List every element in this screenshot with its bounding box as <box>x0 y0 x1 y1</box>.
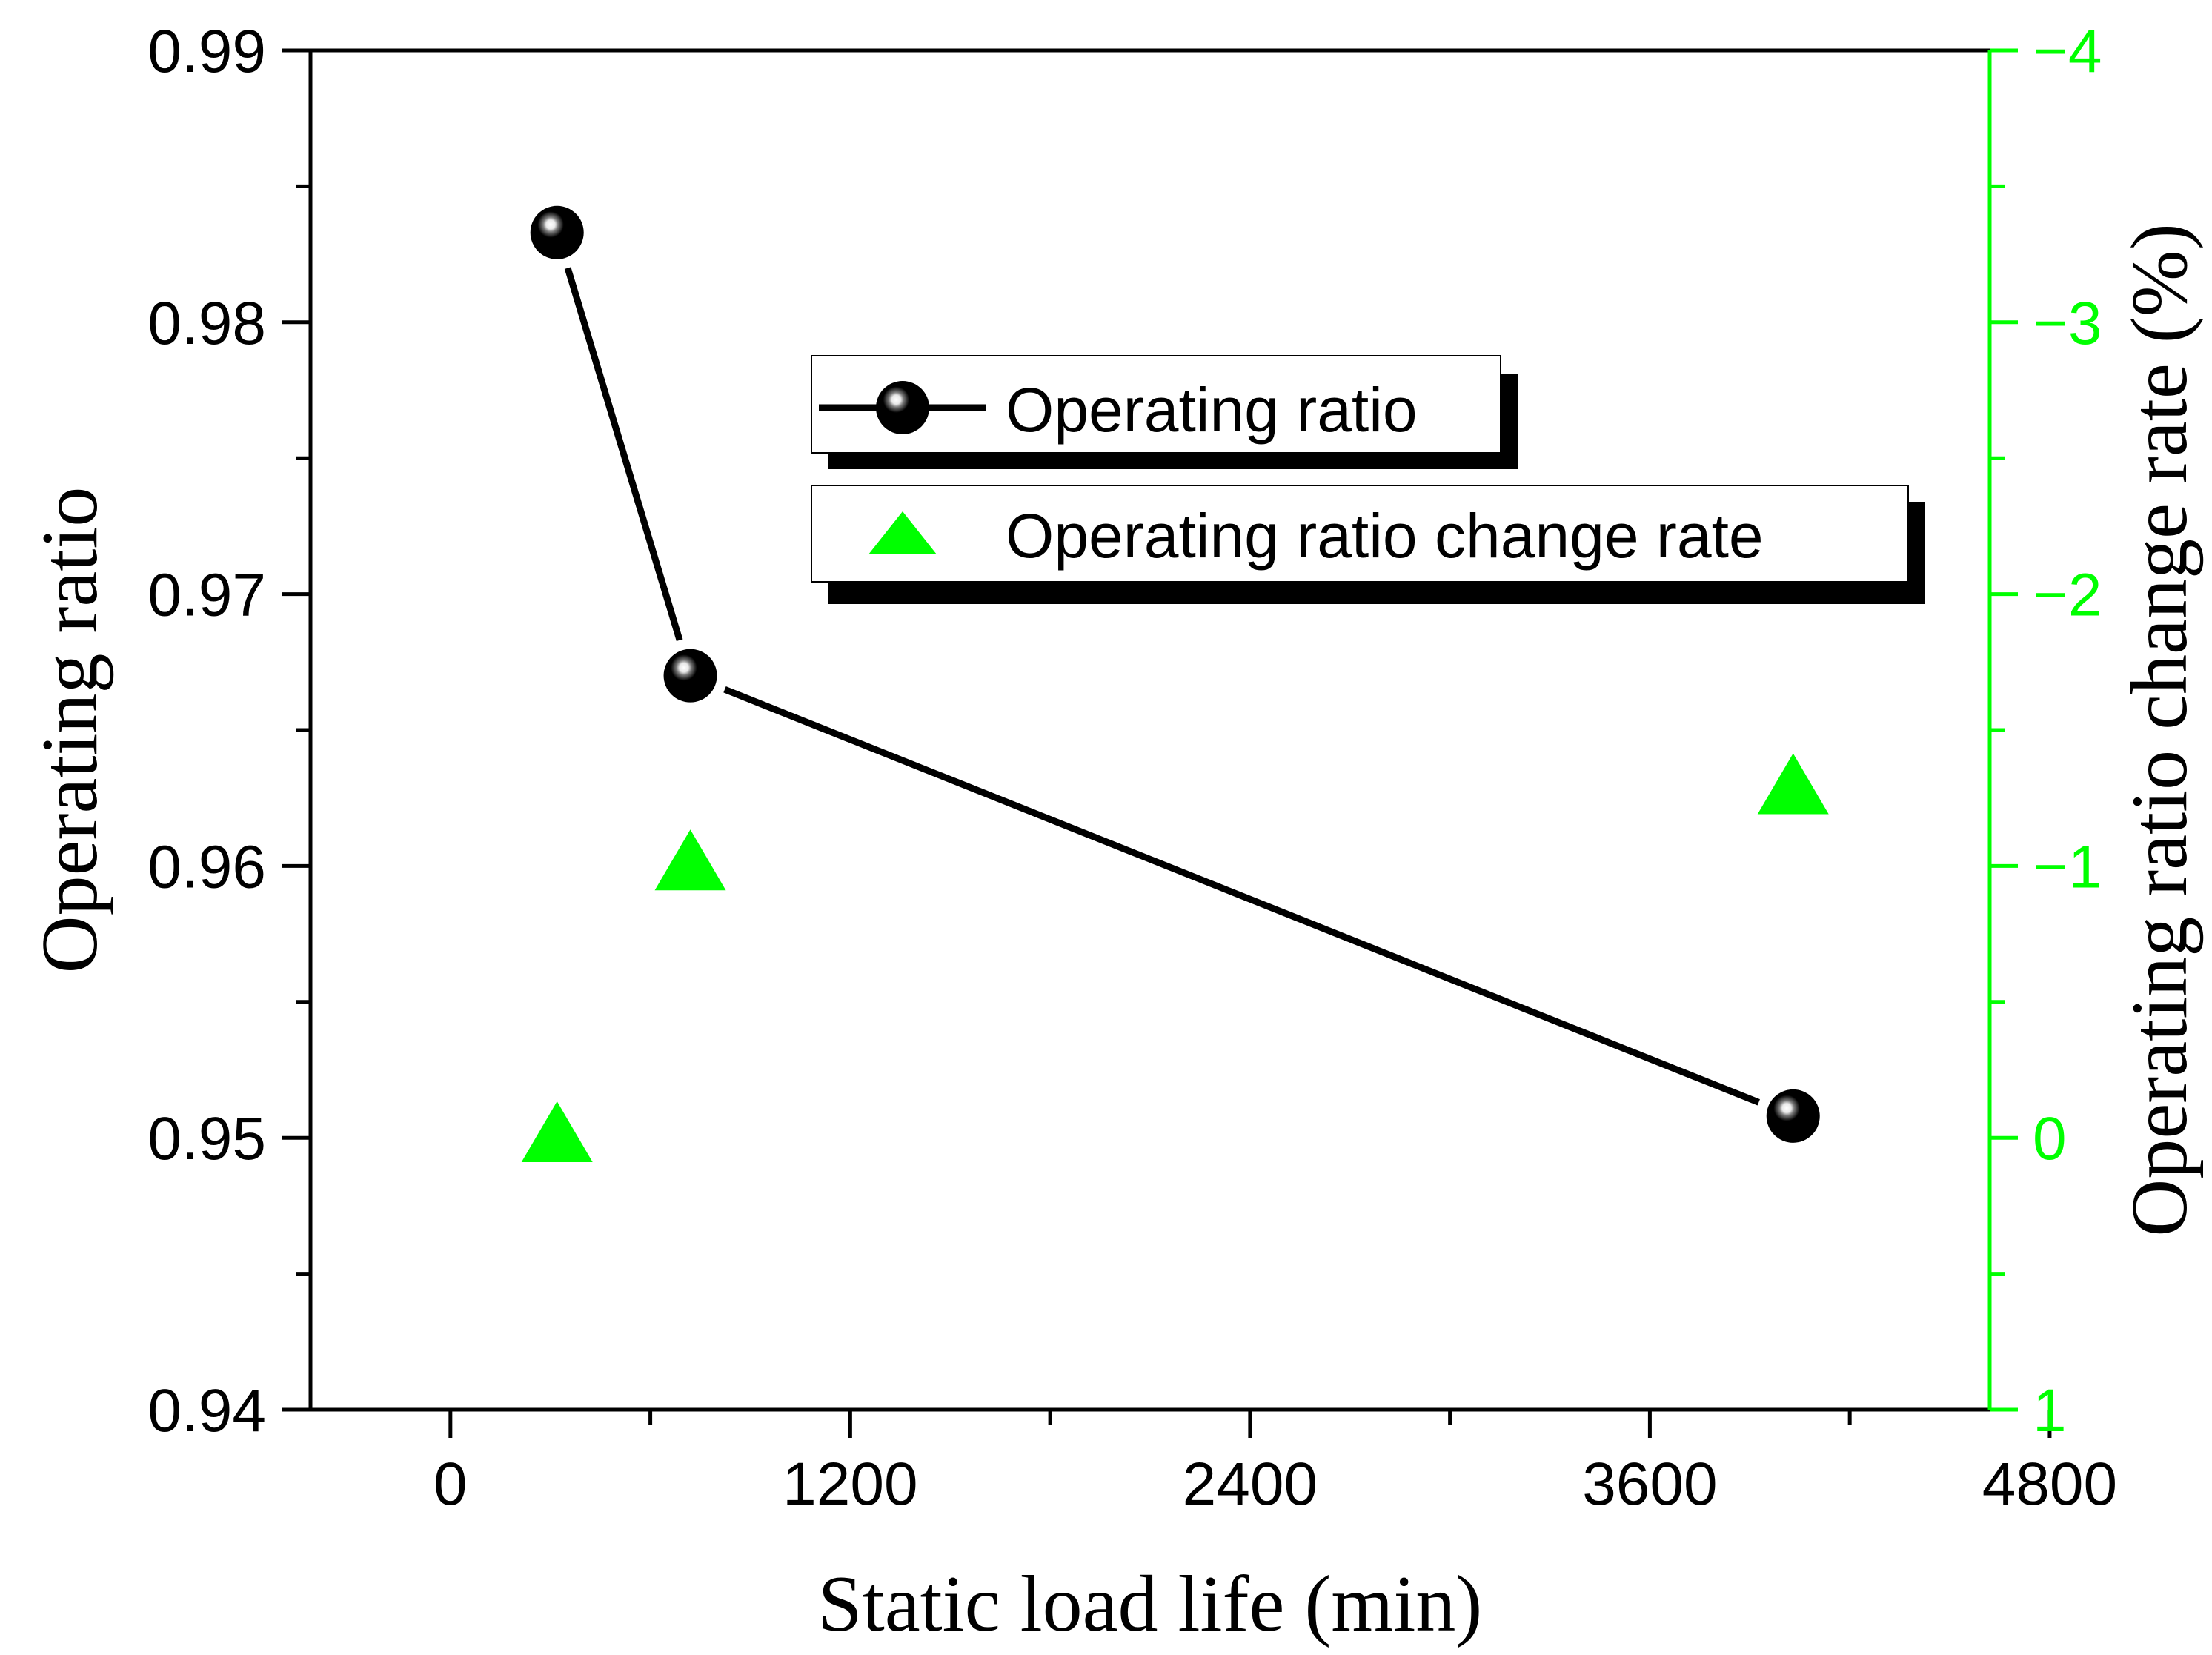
y-tick-label: 0.96 <box>147 833 266 901</box>
legend-box <box>811 485 1909 583</box>
x-tick-label: 0 <box>434 1450 468 1518</box>
y2-axis-title: Operating ratio change rate (%) <box>2116 223 2204 1236</box>
x-tick-label: 4800 <box>1982 1450 2117 1518</box>
data-point-sphere <box>530 205 584 259</box>
y-tick-label: 0.95 <box>147 1105 266 1173</box>
series-segment <box>723 686 1760 1106</box>
y-tick-label: 0.98 <box>147 290 266 357</box>
legend-label-operating-ratio: Operating ratio <box>1006 375 1418 445</box>
y-axis-title: Operating ratio <box>26 487 114 974</box>
x-tick-label: 3600 <box>1582 1450 1717 1518</box>
operating-ratio-line <box>564 267 1760 1106</box>
legend-triangle-marker <box>868 511 937 554</box>
x-tick-label: 2400 <box>1183 1450 1318 1518</box>
y2-tick-label: −2 <box>2033 562 2102 629</box>
y2-tick-label: −3 <box>2033 290 2102 357</box>
data-point-sphere <box>1766 1089 1820 1143</box>
y2-tick-label: −4 <box>2033 18 2102 85</box>
y2-axis-ticks: 1 0 −1 −2 −3 −4 <box>1987 18 2102 1445</box>
x-tick-label: 1200 <box>783 1450 917 1518</box>
y-tick-label: 0.97 <box>147 562 266 629</box>
legend-sphere-marker <box>876 381 929 434</box>
change-rate-markers <box>521 753 1829 1162</box>
legend-operating-ratio: Operating ratio <box>811 355 1518 469</box>
legend-change-rate: Operating ratio change rate <box>811 485 1925 604</box>
y2-tick-label: 0 <box>2033 1105 2067 1173</box>
x-axis-ticks: 0 1200 2400 3600 4800 <box>434 1410 2117 1518</box>
operating-ratio-markers <box>530 205 1820 1143</box>
legend-label-change-rate: Operating ratio change rate <box>1006 501 1764 571</box>
data-point-triangle <box>521 1101 593 1162</box>
y-tick-label: 0.94 <box>147 1377 266 1445</box>
y-tick-label: 0.99 <box>147 18 266 85</box>
series-segment <box>564 267 683 642</box>
data-point-sphere <box>663 649 717 703</box>
y2-tick-label: 1 <box>2033 1377 2067 1445</box>
y2-tick-label: −1 <box>2033 833 2102 901</box>
x-axis-title: Static load life (min) <box>818 1560 1483 1648</box>
data-point-triangle <box>1757 753 1829 815</box>
data-point-triangle <box>654 829 726 891</box>
y-axis-ticks: 0.94 0.95 0.96 0.97 0.98 0.99 <box>147 18 310 1445</box>
